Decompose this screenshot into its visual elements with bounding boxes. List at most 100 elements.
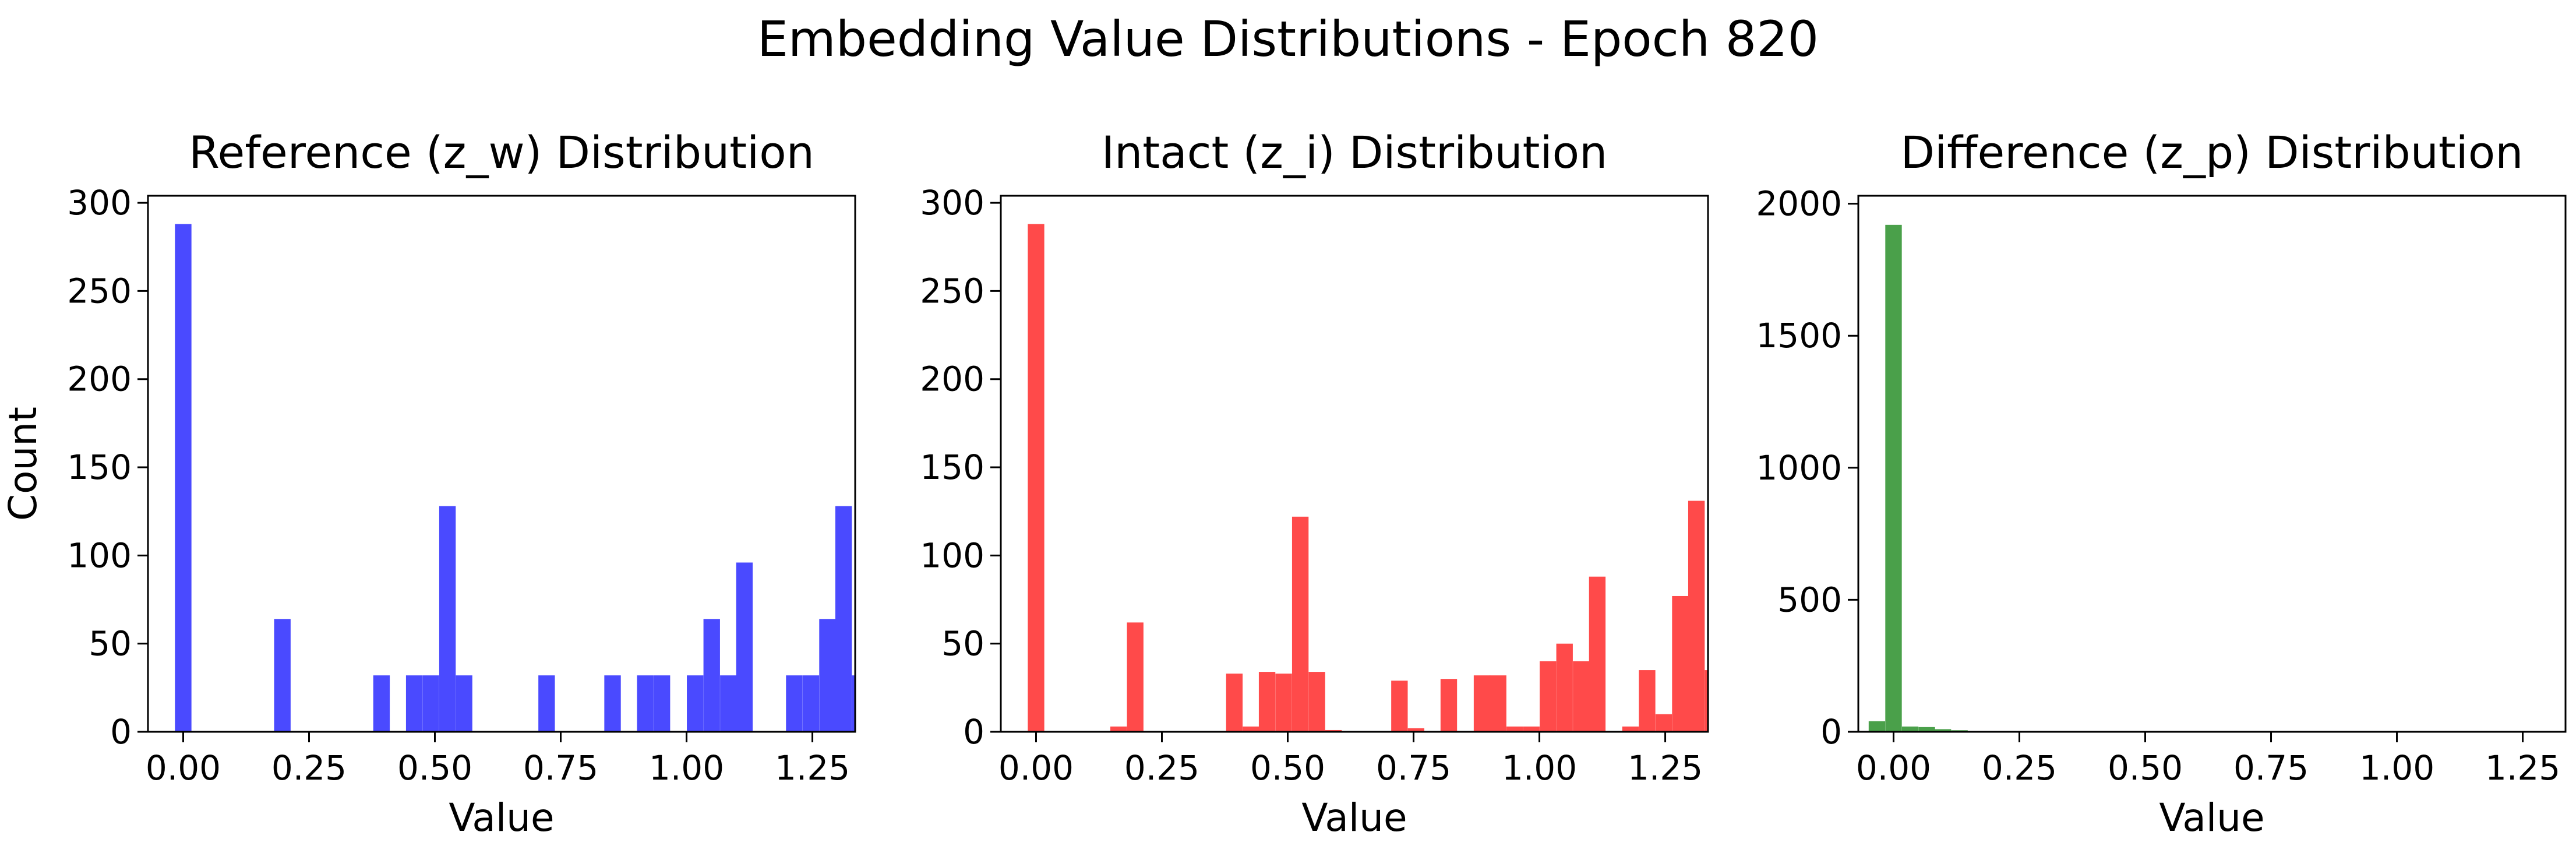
x-tick-label: 1.25 <box>2485 748 2560 788</box>
x-tick-label: 1.00 <box>2359 748 2434 788</box>
axes-frame <box>1857 195 2567 733</box>
histogram-bar <box>1440 679 1458 732</box>
y-tick-label: 100 <box>67 535 132 575</box>
y-tick-label: 250 <box>920 271 984 311</box>
x-tick-label: 0.50 <box>2108 748 2183 788</box>
histogram-bar <box>1275 674 1292 732</box>
x-tick-label: 0.25 <box>1982 748 2057 788</box>
histogram-bar <box>1226 674 1243 732</box>
histogram-bar <box>1639 670 1656 732</box>
histogram-bar <box>637 675 654 732</box>
histogram-bar <box>802 675 820 732</box>
x-tick-label: 0.00 <box>998 748 1074 788</box>
histogram-bar <box>1901 726 1919 732</box>
histogram-bar <box>274 619 291 732</box>
y-tick-label: 50 <box>941 624 984 664</box>
x-tick-label: 0.00 <box>1856 748 1931 788</box>
y-tick-label: 100 <box>920 535 984 575</box>
histogram-bar <box>1885 224 1902 732</box>
y-tick-label: 2000 <box>1756 184 1842 224</box>
axes-frame <box>147 195 856 733</box>
x-axis-label: Value <box>2159 795 2264 840</box>
x-tick-label: 1.00 <box>1502 748 1577 788</box>
histogram-bar <box>1110 726 1127 732</box>
histogram-bar <box>1573 661 1590 732</box>
y-tick-label: 50 <box>89 624 132 664</box>
histogram-bar <box>786 675 803 732</box>
bars-group <box>1028 224 1708 732</box>
y-tick-label: 300 <box>920 183 984 223</box>
histogram-bar <box>1672 595 1689 732</box>
histogram-bar <box>1918 727 1935 732</box>
x-tick-label: 0.25 <box>271 748 347 788</box>
chart-panel-1: 0.00 0.25 0.50 0.75 1.00 1.25 0 50 100 150 200 250 3… <box>1 126 856 840</box>
histogram-bar <box>439 506 456 732</box>
y-tick-label: 200 <box>920 359 984 399</box>
histogram-bar <box>1291 516 1309 732</box>
histogram-bar <box>720 675 737 732</box>
figure-title: Embedding Value Distributions - Epoch 82… <box>757 10 1819 68</box>
histogram-bar <box>175 224 192 732</box>
subplot-title: Reference (z_w) Distribution <box>189 126 814 178</box>
histogram-bar <box>1028 224 1044 732</box>
histogram-bar <box>1622 726 1639 732</box>
histogram-bar <box>1540 661 1557 732</box>
y-tick-label: 1000 <box>1756 448 1842 488</box>
chart-panel-3: 0.00 0.25 0.50 0.75 1.00 1.25 0 500 1000 1500 2000… <box>1756 126 2567 840</box>
y-tick-label: 250 <box>67 271 132 311</box>
histogram-bar <box>1473 675 1491 732</box>
y-tick-label: 0 <box>963 712 984 752</box>
histogram-bar <box>819 619 836 732</box>
histogram-bar <box>1655 714 1672 732</box>
y-tick-label: 0 <box>1820 712 1842 752</box>
histogram-bar <box>1127 622 1144 732</box>
histogram-bar <box>1407 728 1425 732</box>
y-tick-label: 1500 <box>1756 316 1842 355</box>
x-tick-label: 0.50 <box>1250 748 1325 788</box>
y-tick-label: 0 <box>110 712 132 752</box>
histogram-bar <box>1705 670 1708 732</box>
histogram-bar <box>1391 681 1408 732</box>
histogram-bar <box>835 506 852 732</box>
histogram-bar <box>1325 729 1342 732</box>
bars-group <box>175 224 855 732</box>
y-axis-label: Count <box>1 407 45 521</box>
y-tick-label: 500 <box>1777 580 1842 619</box>
histogram-bar <box>422 675 439 732</box>
histogram-bar <box>1868 721 1886 732</box>
histogram-bar <box>1934 729 1952 732</box>
x-tick-label: 0.00 <box>146 748 221 788</box>
histogram-bar <box>538 675 555 732</box>
histogram-bar <box>1688 500 1705 732</box>
histogram-bar <box>1258 672 1276 732</box>
x-tick-label: 1.00 <box>649 748 724 788</box>
bars-group <box>1868 224 2001 732</box>
histogram-bar <box>1589 576 1606 732</box>
axes-frame <box>1000 195 1709 733</box>
subplot-title: Intact (z_i) Distribution <box>1102 126 1608 178</box>
histogram-bar <box>687 675 704 732</box>
x-tick-label: 1.25 <box>1628 748 1703 788</box>
histogram-bar <box>1506 726 1523 732</box>
y-tick-label: 300 <box>67 183 132 223</box>
histogram-bar <box>1243 726 1259 732</box>
x-tick-label: 0.75 <box>2233 748 2309 788</box>
chart-panel-2: 0.00 0.25 0.50 0.75 1.00 1.25 0 50 100 150 200 250 3… <box>920 126 1709 840</box>
x-axis-label: Value <box>449 795 554 840</box>
histogram-bar <box>852 675 855 732</box>
histogram-bar <box>654 675 671 732</box>
histogram-bar <box>736 562 753 732</box>
y-tick-label: 200 <box>67 359 132 399</box>
x-tick-label: 0.50 <box>397 748 472 788</box>
histogram-bar <box>703 619 720 732</box>
subplot-title: Difference (z_p) Distribution <box>1901 126 2524 178</box>
histogram-bar <box>1490 675 1506 732</box>
x-axis-label: Value <box>1301 795 1407 840</box>
y-tick-label: 150 <box>920 447 984 487</box>
y-tick-label: 150 <box>67 447 132 487</box>
x-tick-label: 0.75 <box>1376 748 1451 788</box>
histogram-bar <box>1308 672 1325 732</box>
histogram-bar <box>456 675 472 732</box>
